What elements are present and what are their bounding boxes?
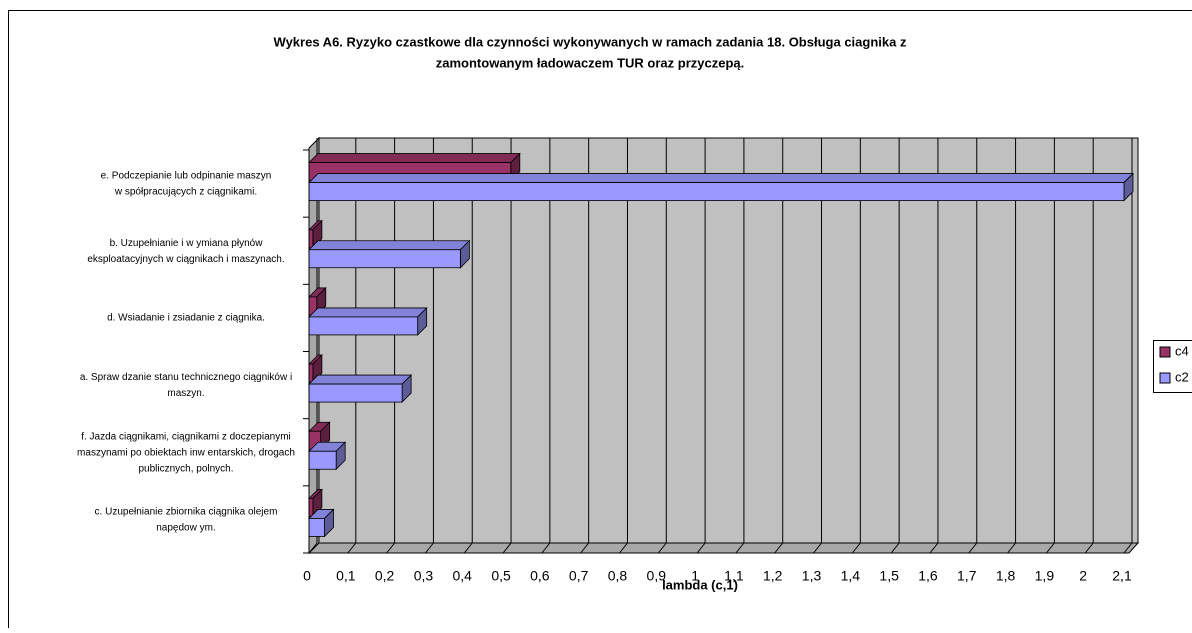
x-tick-label: 1,3 (802, 568, 822, 584)
legend-swatch (1160, 373, 1170, 383)
bar-front (309, 317, 418, 335)
bar (309, 174, 1133, 201)
x-tick-label: 1,5 (879, 568, 899, 584)
x-tick-label: 0,5 (491, 568, 511, 584)
x-tick-label: 0,2 (375, 568, 395, 584)
bar (309, 375, 411, 402)
bar-front (309, 384, 402, 402)
x-tick-label: 1,6 (918, 568, 938, 584)
bar-front (309, 498, 313, 516)
bar-top (309, 241, 469, 250)
bar-front (309, 183, 1124, 201)
x-tick-label: 0,8 (608, 568, 628, 584)
bar-top (309, 375, 411, 384)
x-tick-label: 1,8 (996, 568, 1016, 584)
x-tick-label: 0,4 (453, 568, 473, 584)
bar-top (309, 154, 520, 163)
x-tick-label: 1 (691, 568, 699, 584)
legend-label: c2 (1175, 369, 1189, 384)
bar (309, 308, 427, 335)
bar-front (309, 230, 313, 248)
x-tick-label: 1,4 (841, 568, 861, 584)
x-tick-label: 0,9 (647, 568, 667, 584)
bar-front (309, 364, 313, 382)
x-tick-label: 2,1 (1112, 568, 1132, 584)
x-tick-label: 2 (1079, 568, 1087, 584)
x-tick-label: 1,1 (724, 568, 744, 584)
legend-swatch (1160, 347, 1170, 357)
floor (309, 543, 1138, 553)
bar-top (309, 308, 427, 317)
bar-front (309, 250, 460, 268)
x-tick-label: 0,6 (530, 568, 550, 584)
x-tick-label: 1,2 (763, 568, 783, 584)
y-tick-label: d. Wsiadanie i zsiadanie z ciągnika. (107, 313, 265, 324)
x-tick-label: 1,9 (1035, 568, 1055, 584)
bar-front (309, 451, 336, 469)
bar-front (309, 518, 325, 536)
x-tick-label: 0,7 (569, 568, 589, 584)
bar (309, 442, 345, 469)
x-tick-label: 0,3 (414, 568, 434, 584)
legend-label: c4 (1175, 343, 1189, 358)
x-tick-label: 0 (303, 568, 311, 584)
bar-top (309, 174, 1133, 183)
bar (309, 241, 469, 268)
x-tick-label: 1,7 (957, 568, 977, 584)
x-tick-label: 0,1 (336, 568, 356, 584)
